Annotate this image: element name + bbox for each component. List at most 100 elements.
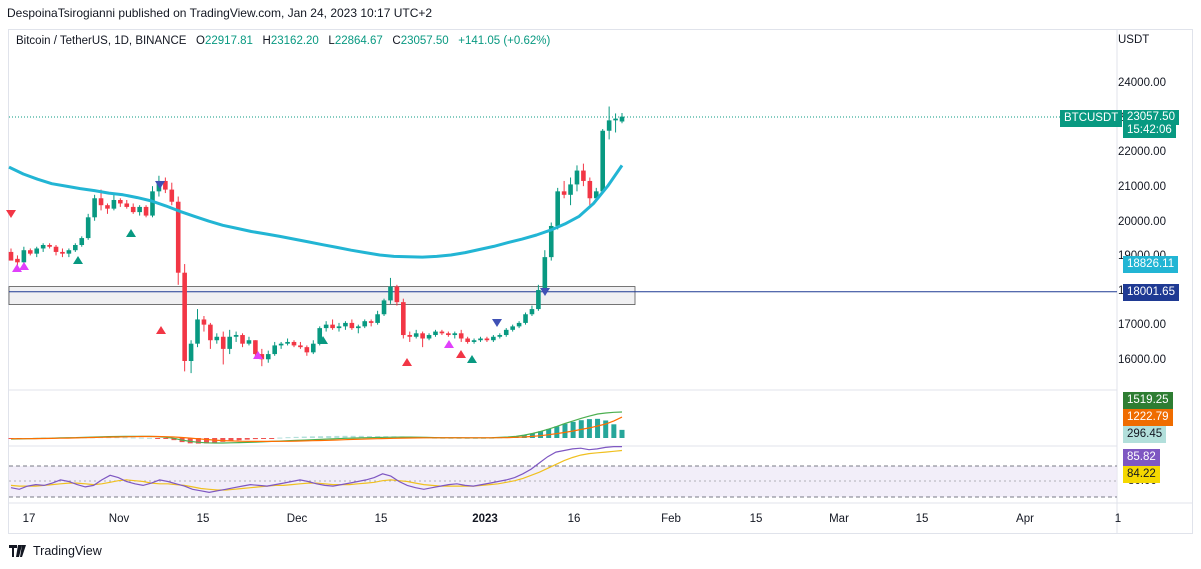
macd-histogram-bar (293, 436, 299, 438)
support-zone (8, 286, 636, 305)
candle-body (79, 238, 85, 246)
candle-body (613, 118, 618, 121)
close-value: 23057.50 (400, 35, 449, 47)
rsi-ma-tag: 84.22 (1123, 466, 1160, 483)
time-tick: Mar (829, 513, 849, 525)
candle-body (581, 170, 586, 181)
time-tick: 15 (915, 513, 929, 525)
rsi-tag: 85.82 (1123, 449, 1160, 466)
macd-histogram-bar (204, 438, 210, 444)
price-tick: 16000.00 (1118, 354, 1166, 366)
candle-body (375, 314, 380, 323)
candle-body (105, 205, 110, 209)
candle-body (503, 329, 509, 336)
candle-body (137, 206, 142, 213)
symbol-price-tag: BTCUSDT (1060, 110, 1123, 127)
macd-histogram-bar (138, 437, 144, 439)
macd-histogram-bar (481, 437, 487, 439)
candle-body (47, 245, 52, 247)
sell-signal-marker (540, 288, 550, 296)
candle-body (356, 326, 361, 329)
time-tick: 2023 (472, 513, 498, 525)
macd-histogram-bar (366, 436, 372, 438)
countdown-tag: 15:42:06 (1123, 124, 1176, 138)
candle-body (323, 324, 329, 329)
price-tick: 22000.00 (1118, 146, 1166, 159)
sell-signal-marker (155, 181, 165, 189)
currency-label: USDT (1118, 34, 1150, 46)
candle-body (439, 331, 445, 334)
candle-body (523, 314, 528, 323)
time-tick: 15 (196, 513, 210, 525)
buy-signal-marker (73, 256, 83, 264)
buy-signal-marker (19, 262, 29, 270)
macd-histogram-bar (195, 438, 201, 444)
candle-body (278, 343, 284, 346)
candle-body (516, 322, 522, 327)
close-label: C (392, 35, 401, 47)
macd-histogram-bar (277, 437, 283, 439)
time-tick: 15 (749, 513, 763, 525)
signal-line (11, 416, 623, 442)
candle-body (21, 250, 27, 263)
candle-body (304, 347, 310, 353)
ema-line (8, 164, 624, 259)
macd-histogram-bar (562, 423, 568, 438)
candle-body (362, 321, 368, 327)
macd-histogram-bar (358, 435, 364, 438)
candle-body (407, 335, 413, 337)
candle-body (66, 250, 72, 254)
candle-body (458, 333, 464, 339)
candle-body (388, 286, 393, 301)
candle-body (240, 335, 245, 344)
chart-frame (8, 29, 1193, 534)
macd-histogram-bar (334, 435, 340, 438)
candle-body (227, 336, 232, 349)
last-price-tag: 23057.50 (1123, 110, 1179, 125)
macd-histogram-bar (187, 438, 193, 444)
candle-body (465, 338, 470, 342)
candle-body (195, 319, 200, 344)
candle-body (452, 333, 458, 336)
macd-histogram-bar (228, 438, 234, 442)
macd-histogram-bar (464, 437, 470, 439)
time-tick: Dec (286, 513, 308, 525)
macd-histogram-bar (586, 419, 592, 438)
candle-body (484, 338, 490, 341)
macd-histogram-bar (554, 426, 560, 438)
macd-histogram-bar (301, 436, 307, 438)
tradingview-logo-icon (9, 545, 26, 557)
low-label: L (328, 35, 335, 47)
candle-body (561, 191, 567, 195)
macd-histogram-bar (611, 424, 617, 438)
tradingview-brand[interactable]: TradingView (9, 544, 102, 558)
candle-body (85, 217, 91, 239)
candle-body (53, 246, 59, 252)
macd-histogram-bar (472, 438, 478, 439)
candle-body (15, 258, 20, 263)
candle-body (336, 326, 342, 329)
open-value: 22917.81 (204, 35, 253, 47)
macd-histogram-bar (285, 437, 291, 439)
symbol-label[interactable]: Bitcoin / TetherUS, 1D, BINANCE (16, 35, 187, 47)
candle-body (175, 201, 181, 273)
candle-body (510, 326, 515, 330)
macd-histogram-bar (342, 435, 348, 438)
macd-histogram-bar (595, 418, 601, 438)
macd-histogram-bar (163, 438, 169, 439)
candle-body (491, 336, 496, 341)
time-tick: 15 (374, 513, 388, 525)
time-tick: 17 (22, 513, 36, 525)
candle-body (220, 336, 226, 349)
candle-body (529, 309, 535, 315)
macd-histogram-bar (326, 436, 332, 438)
candle-body (298, 345, 303, 348)
candle-body (8, 251, 14, 261)
candle-body (606, 120, 612, 131)
candle-body (40, 245, 46, 249)
macd-histogram-bar (220, 438, 226, 442)
candle-body (600, 130, 606, 192)
macd-histogram-bar (236, 438, 242, 441)
rsi-ma-line (10, 449, 623, 491)
